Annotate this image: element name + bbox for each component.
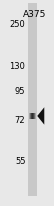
Bar [28,4,37,196]
Bar [28,114,29,119]
Bar [36,114,37,119]
Polygon shape [37,108,44,125]
Text: 95: 95 [15,86,25,95]
Bar [32,114,33,119]
Text: 55: 55 [15,156,25,165]
Text: 130: 130 [10,61,25,70]
Bar [31,114,32,119]
Bar [35,114,36,119]
Text: 250: 250 [10,20,25,29]
Text: A375: A375 [23,10,47,19]
Bar [29,114,30,119]
Text: 72: 72 [15,115,25,124]
Bar [33,114,34,119]
Bar [34,114,35,119]
Bar [30,114,31,119]
